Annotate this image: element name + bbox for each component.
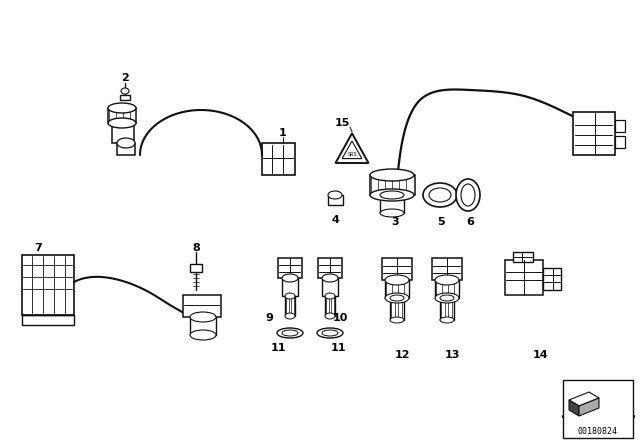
- Ellipse shape: [370, 169, 414, 181]
- Bar: [117, 143, 135, 155]
- Ellipse shape: [385, 293, 409, 303]
- Ellipse shape: [190, 330, 216, 340]
- Bar: [615, 136, 625, 148]
- Text: 15: 15: [334, 118, 349, 128]
- Ellipse shape: [328, 191, 342, 199]
- Polygon shape: [569, 392, 599, 406]
- Text: SRS: SRS: [347, 152, 357, 158]
- Text: 9: 9: [265, 313, 273, 323]
- Bar: [108, 108, 136, 123]
- Ellipse shape: [390, 317, 404, 323]
- Polygon shape: [342, 141, 362, 159]
- Ellipse shape: [108, 118, 136, 128]
- Text: 8: 8: [192, 243, 200, 253]
- Bar: [318, 258, 342, 278]
- Bar: [183, 295, 221, 317]
- Bar: [370, 175, 415, 195]
- Ellipse shape: [285, 293, 295, 299]
- Ellipse shape: [317, 328, 343, 338]
- Bar: [440, 298, 454, 320]
- Ellipse shape: [385, 275, 409, 285]
- Bar: [325, 296, 335, 316]
- Ellipse shape: [380, 209, 404, 217]
- Bar: [385, 280, 409, 298]
- Ellipse shape: [440, 317, 454, 323]
- Ellipse shape: [440, 295, 454, 301]
- Text: 00180824: 00180824: [578, 427, 618, 436]
- Bar: [563, 380, 633, 438]
- Ellipse shape: [429, 188, 451, 202]
- Ellipse shape: [282, 274, 298, 282]
- Text: 2: 2: [121, 73, 129, 83]
- Ellipse shape: [108, 103, 136, 113]
- Polygon shape: [335, 134, 369, 163]
- Bar: [282, 278, 298, 296]
- Bar: [190, 264, 202, 272]
- Ellipse shape: [285, 313, 295, 319]
- Ellipse shape: [325, 313, 335, 319]
- Text: 5: 5: [437, 217, 445, 227]
- Bar: [22, 255, 74, 315]
- Text: 11: 11: [270, 343, 285, 353]
- Text: 3: 3: [391, 217, 399, 227]
- Bar: [278, 258, 302, 278]
- Ellipse shape: [370, 189, 414, 201]
- Ellipse shape: [190, 312, 216, 322]
- Bar: [112, 125, 134, 143]
- Ellipse shape: [390, 295, 404, 301]
- Ellipse shape: [117, 138, 135, 148]
- Polygon shape: [569, 400, 579, 416]
- Text: 10: 10: [332, 313, 348, 323]
- Text: 12: 12: [394, 350, 410, 360]
- Ellipse shape: [461, 184, 475, 206]
- Text: 13: 13: [444, 350, 460, 360]
- Ellipse shape: [423, 183, 457, 207]
- Bar: [573, 112, 615, 155]
- Text: 11: 11: [330, 343, 346, 353]
- Polygon shape: [579, 398, 599, 416]
- Bar: [190, 317, 216, 335]
- Text: 7: 7: [34, 243, 42, 253]
- Text: 14: 14: [532, 350, 548, 360]
- Ellipse shape: [121, 88, 129, 94]
- Bar: [120, 95, 130, 100]
- Ellipse shape: [277, 328, 303, 338]
- Bar: [513, 252, 533, 262]
- Bar: [390, 298, 404, 320]
- Bar: [22, 315, 74, 325]
- Bar: [543, 268, 561, 290]
- Text: 6: 6: [466, 217, 474, 227]
- Text: 4: 4: [331, 215, 339, 225]
- Bar: [435, 280, 459, 298]
- Ellipse shape: [380, 191, 404, 199]
- Bar: [328, 195, 343, 205]
- Ellipse shape: [322, 330, 338, 336]
- Bar: [262, 143, 295, 175]
- Bar: [615, 120, 625, 132]
- Bar: [505, 260, 543, 295]
- Ellipse shape: [435, 293, 459, 303]
- Bar: [285, 296, 295, 316]
- Bar: [322, 278, 338, 296]
- Ellipse shape: [456, 179, 480, 211]
- Ellipse shape: [322, 274, 338, 282]
- Ellipse shape: [325, 293, 335, 299]
- Text: 1: 1: [279, 128, 287, 138]
- Bar: [432, 258, 462, 280]
- Bar: [382, 258, 412, 280]
- Ellipse shape: [435, 275, 459, 285]
- Ellipse shape: [282, 330, 298, 336]
- Bar: [380, 195, 404, 213]
